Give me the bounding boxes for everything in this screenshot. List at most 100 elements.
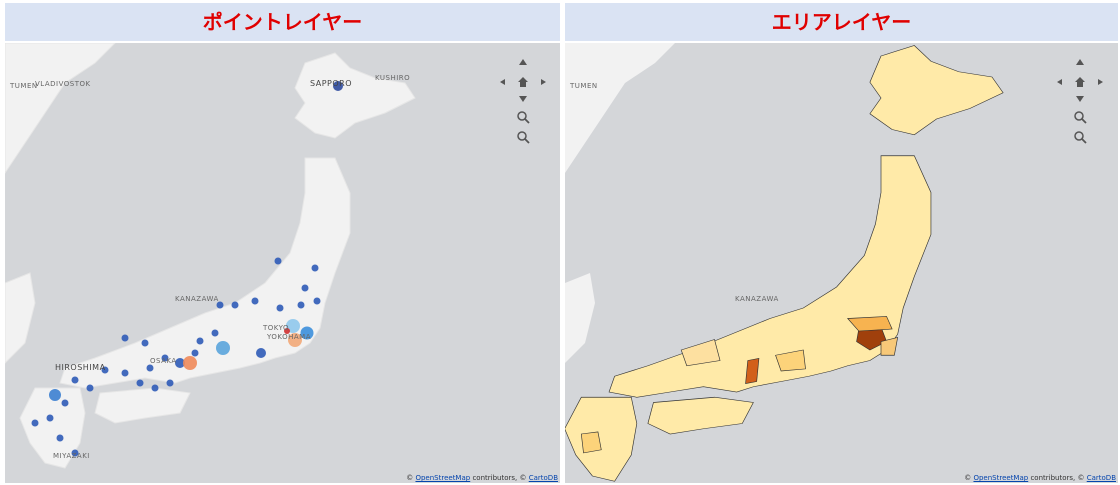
land bbox=[565, 43, 675, 173]
point-marker bbox=[276, 304, 284, 312]
point-marker bbox=[297, 301, 305, 309]
point-marker bbox=[166, 379, 174, 387]
osm-link[interactable]: OpenStreetMap bbox=[415, 474, 471, 482]
region bbox=[847, 316, 893, 332]
place-label: HIROSHIMA bbox=[55, 363, 106, 372]
attribution-text: © bbox=[964, 474, 972, 482]
sea bbox=[565, 43, 1118, 483]
pan-left[interactable] bbox=[1057, 79, 1062, 85]
land bbox=[565, 273, 595, 363]
point-marker bbox=[191, 349, 199, 357]
map-controls bbox=[1057, 59, 1103, 144]
place-label: KANAZAWA bbox=[175, 295, 219, 303]
place-label: OSAKA bbox=[150, 357, 177, 365]
point-marker bbox=[274, 257, 282, 265]
place-label: YOKOHAMA bbox=[266, 333, 311, 341]
point-marker bbox=[175, 358, 185, 368]
home[interactable] bbox=[1075, 77, 1085, 87]
land bbox=[94, 387, 191, 424]
map-controls bbox=[500, 59, 546, 144]
pan-right[interactable] bbox=[541, 79, 546, 85]
home[interactable] bbox=[518, 77, 528, 87]
region bbox=[775, 349, 806, 372]
point-marker bbox=[71, 376, 79, 384]
point-marker bbox=[313, 297, 321, 305]
attribution-text: © bbox=[406, 474, 414, 482]
land bbox=[19, 387, 86, 469]
place-label: TUMEN bbox=[9, 82, 38, 90]
zoom-out[interactable] bbox=[1074, 131, 1084, 141]
point-marker bbox=[141, 339, 149, 347]
map[interactable]: TUMEN KANAZAWA bbox=[565, 43, 1118, 483]
point-marker bbox=[146, 364, 154, 372]
point-marker bbox=[288, 333, 302, 347]
panel-title: ポイントレイヤー bbox=[5, 3, 560, 41]
point-marker bbox=[311, 264, 319, 272]
region bbox=[608, 155, 932, 398]
region bbox=[745, 358, 760, 384]
place-label: MIYAZAKI bbox=[53, 452, 90, 460]
point-marker bbox=[216, 301, 224, 309]
point-marker bbox=[300, 326, 314, 340]
japan-regions bbox=[565, 45, 1004, 482]
land bbox=[294, 52, 416, 139]
pan-right[interactable] bbox=[1098, 79, 1103, 85]
point-marker bbox=[56, 434, 64, 442]
pan-down[interactable] bbox=[1076, 96, 1084, 102]
zoom-handle bbox=[524, 138, 530, 144]
zoom-in[interactable] bbox=[1074, 111, 1084, 121]
panel-title: エリアレイヤー bbox=[565, 3, 1118, 41]
zoom-in[interactable] bbox=[517, 111, 527, 121]
pan-down[interactable] bbox=[519, 96, 527, 102]
carto-link[interactable]: CartoDB bbox=[1086, 474, 1116, 482]
point-marker bbox=[151, 384, 159, 392]
point-marker bbox=[71, 449, 79, 457]
attribution-text: contributors, © bbox=[1030, 474, 1085, 482]
point-marker bbox=[136, 379, 144, 387]
point-marker bbox=[46, 414, 54, 422]
point-marker bbox=[183, 356, 197, 370]
carto-link[interactable]: CartoDB bbox=[528, 474, 558, 482]
land bbox=[5, 43, 116, 174]
point-marker bbox=[101, 366, 109, 374]
region bbox=[869, 45, 1004, 136]
point-marker bbox=[161, 354, 169, 362]
zoom-out[interactable] bbox=[517, 131, 527, 141]
point-marker bbox=[333, 81, 343, 91]
point-marker bbox=[61, 399, 69, 407]
place-label: TUMEN bbox=[569, 82, 598, 90]
point-marker bbox=[121, 334, 129, 342]
point-marker bbox=[216, 341, 230, 355]
pan-left[interactable] bbox=[500, 79, 505, 85]
point-marker bbox=[301, 284, 309, 292]
attribution: © OpenStreetMap contributors, © CartoDB bbox=[964, 474, 1116, 482]
osm-link[interactable]: OpenStreetMap bbox=[973, 474, 1029, 482]
point-marker bbox=[284, 328, 290, 334]
point-marker bbox=[256, 348, 266, 358]
point-marker bbox=[31, 419, 39, 427]
point-marker bbox=[121, 369, 129, 377]
point-marker bbox=[49, 389, 61, 401]
region bbox=[680, 339, 721, 367]
place-label: KANAZAWA bbox=[735, 295, 779, 303]
place-label: TOKYO bbox=[262, 324, 289, 332]
point-marker bbox=[231, 301, 239, 309]
zoom-handle bbox=[1081, 118, 1087, 124]
area-layer-panel: エリアレイヤー TUMEN KANAZAWA © OpenStreetMap co… bbox=[565, 3, 1118, 483]
pan-up[interactable] bbox=[1076, 59, 1084, 65]
region bbox=[880, 336, 899, 356]
region bbox=[580, 431, 602, 454]
region bbox=[647, 396, 754, 435]
point-marker bbox=[86, 384, 94, 392]
pan-up[interactable] bbox=[519, 59, 527, 65]
place-label: VLADIVOSTOK bbox=[35, 80, 91, 88]
zoom-handle bbox=[524, 118, 530, 124]
region bbox=[565, 396, 638, 482]
point-layer-panel: ポイントレイヤー VLADIVOSTOK TUMEN SAPPORO KUSHIRO K… bbox=[5, 3, 560, 483]
point-marker bbox=[251, 297, 259, 305]
point-marker bbox=[196, 337, 204, 345]
zoom-handle bbox=[1081, 138, 1087, 144]
land bbox=[59, 157, 351, 389]
